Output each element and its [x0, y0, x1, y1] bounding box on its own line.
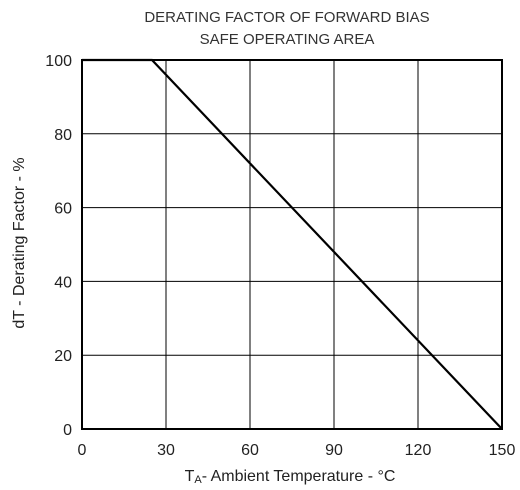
derating-curve-0 [82, 58, 503, 430]
plot-frame [81, 59, 503, 430]
y-axis-label: dT - Derating Factor - % [11, 157, 28, 328]
y-tick-label: 0 [63, 422, 72, 439]
chart-title-line-2: SAFE OPERATING AREA [200, 31, 375, 48]
x-axis-label-suffix: - Ambient Temperature - °C [202, 468, 396, 485]
series-layer [82, 58, 503, 430]
y-tick-label: 60 [54, 201, 72, 218]
grid [81, 59, 503, 430]
x-axis-label: TA- Ambient Temperature - °C [185, 468, 396, 486]
x-tick-labels: 0 30 60 90 120 150 [78, 442, 516, 459]
x-tick-label: 0 [78, 442, 87, 459]
x-tick-label: 150 [489, 442, 516, 459]
x-axis-label-prefix: T [185, 468, 195, 485]
y-tick-label: 100 [45, 53, 72, 70]
y-tick-labels: 0 20 40 60 80 100 [45, 53, 72, 439]
chart-title-line-1: DERATING FACTOR OF FORWARD BIAS [144, 9, 429, 26]
x-axis-label-subscript: A [194, 474, 202, 486]
y-tick-label: 80 [54, 127, 72, 144]
y-tick-label: 20 [54, 348, 72, 365]
x-tick-label: 120 [405, 442, 432, 459]
x-tick-label: 60 [241, 442, 259, 459]
x-tick-label: 90 [325, 442, 343, 459]
x-tick-label: 30 [157, 442, 175, 459]
y-tick-label: 40 [54, 274, 72, 291]
